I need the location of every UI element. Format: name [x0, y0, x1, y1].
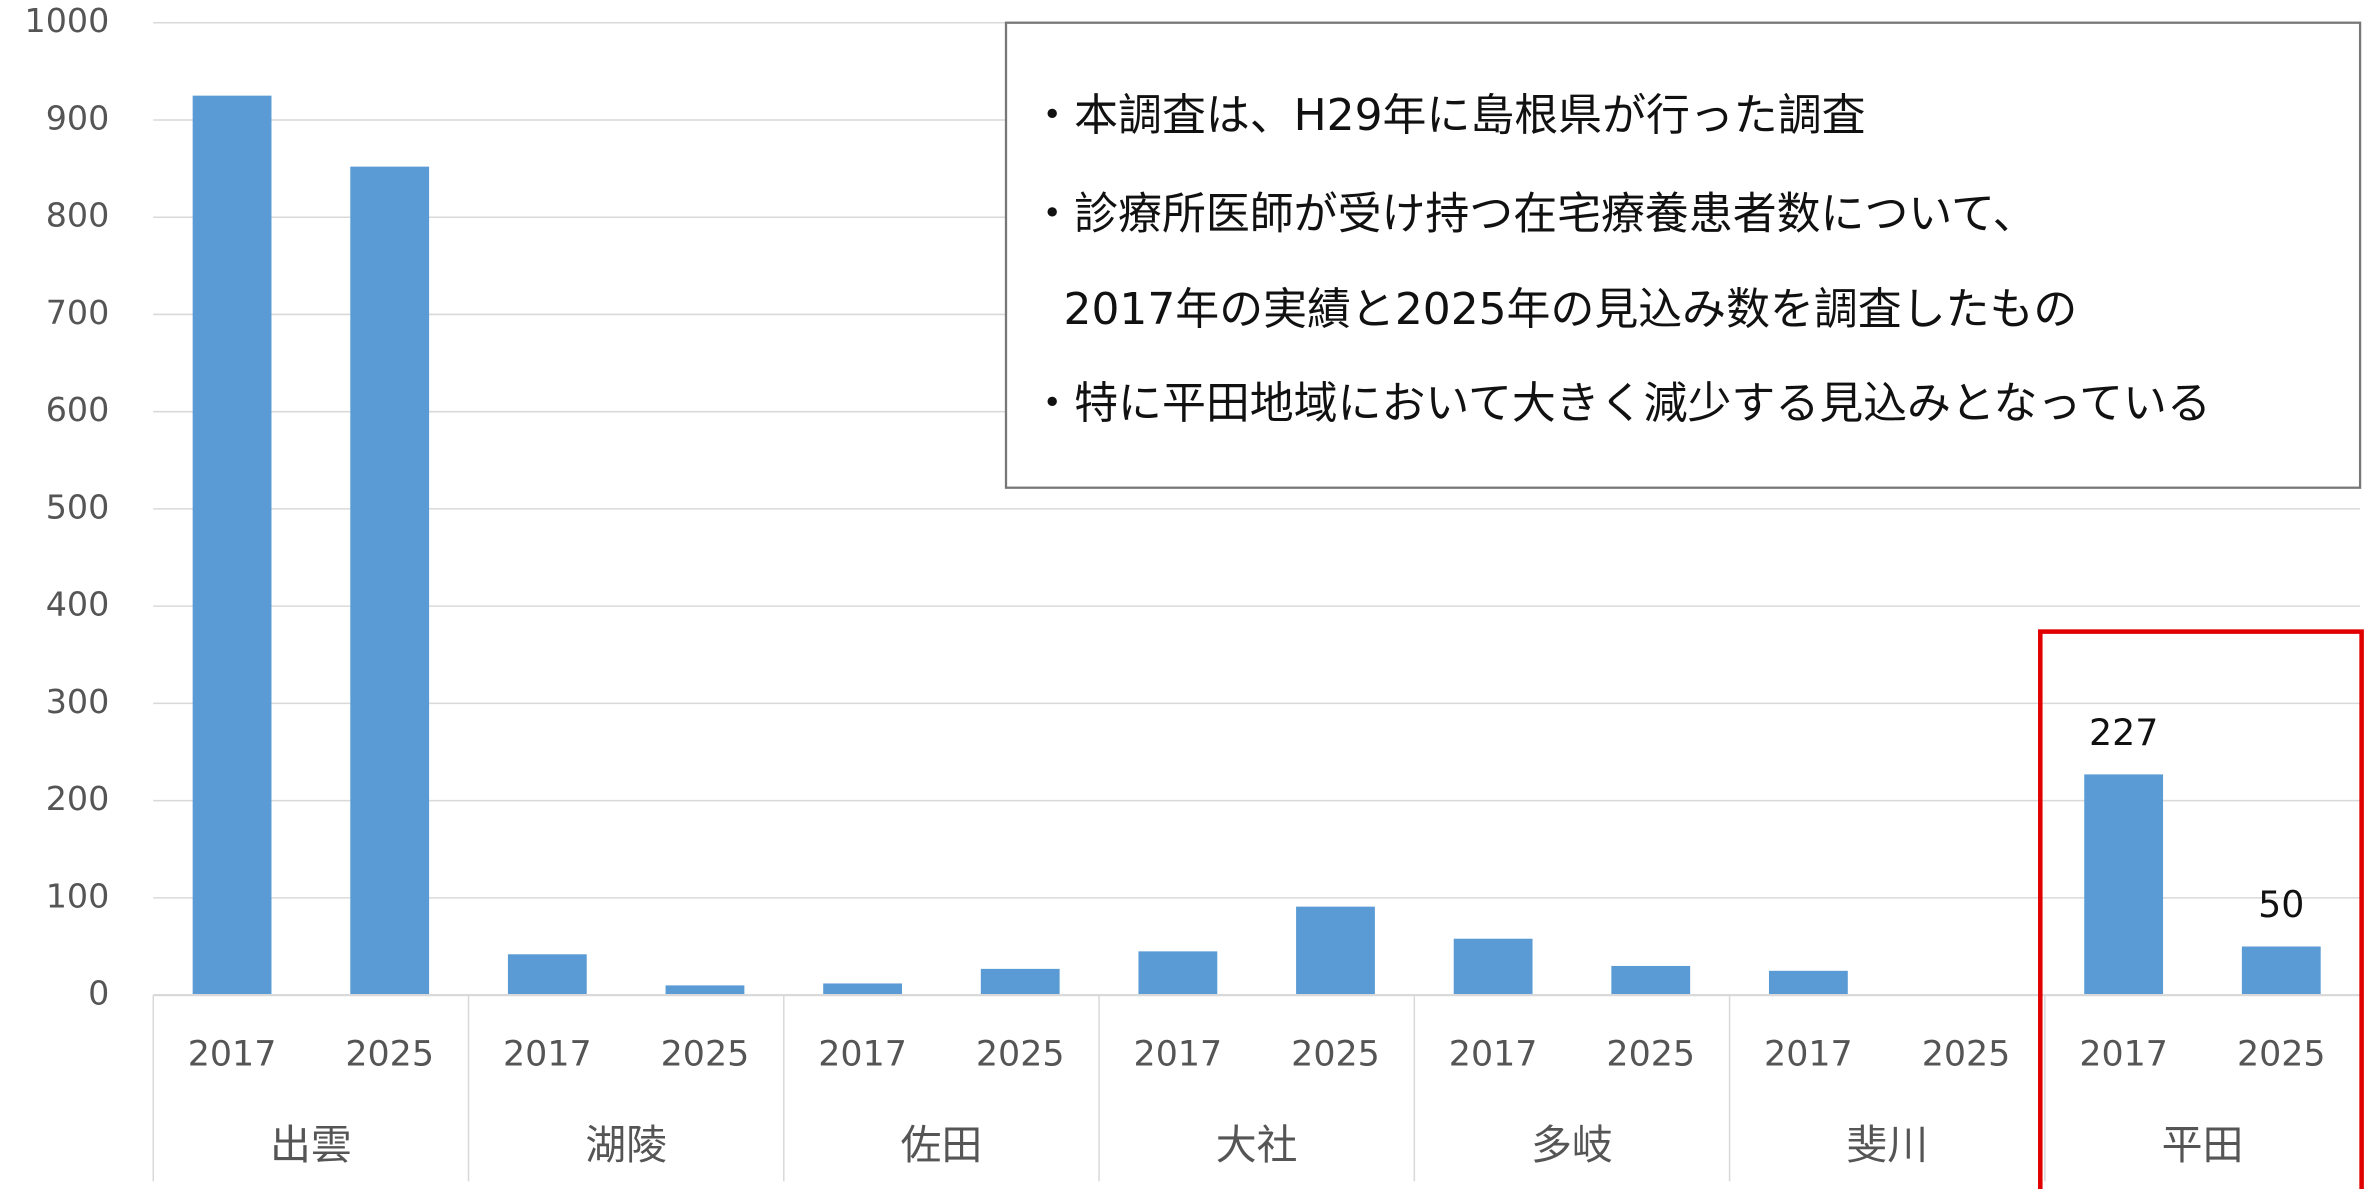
- x-tick-label: 2025: [2237, 1035, 2326, 1075]
- annotation: ・診療所医師が受け持つ在宅療養患者数について、: [1030, 189, 2036, 240]
- x-tick-label: 2017: [503, 1035, 592, 1075]
- bar: [1296, 906, 1375, 996]
- bar: [2084, 774, 2164, 996]
- group-label: 平田: [2162, 1121, 2244, 1169]
- x-tick-label: 2025: [976, 1035, 1065, 1075]
- x-tick-label: 2025: [661, 1035, 750, 1075]
- group-label: 湖陵: [585, 1121, 667, 1169]
- group-label: 斐川: [1846, 1121, 1928, 1169]
- bar: [823, 983, 903, 996]
- group-label: 大社: [1216, 1121, 1298, 1169]
- x-tick-label: 2025: [1922, 1035, 2011, 1075]
- y-tick-label: 300: [46, 682, 110, 721]
- y-tick-label: 600: [46, 390, 110, 429]
- x-tick-label: 2017: [2079, 1035, 2168, 1075]
- highlight-box: [2038, 629, 2364, 1189]
- group-label: 佐田: [901, 1121, 983, 1169]
- x-tick-label: 2025: [1606, 1035, 1695, 1075]
- y-tick-label: 700: [46, 293, 110, 332]
- bar: [665, 985, 745, 996]
- x-tick-label: 2017: [818, 1035, 907, 1075]
- y-tick-label: 900: [46, 98, 110, 137]
- bar: [1611, 965, 1691, 996]
- group-label: 多岐: [1531, 1121, 1613, 1169]
- y-tick-label: 800: [46, 196, 110, 235]
- y-tick-label: 500: [46, 487, 110, 526]
- bar: [1138, 951, 1218, 996]
- annotation: ・特に平田地域において大きく減少する見込みとなっている: [1030, 378, 2211, 429]
- bar: [2241, 946, 2321, 996]
- annotation-box: [1004, 21, 2362, 489]
- data-label: 227: [2089, 711, 2158, 754]
- data-label: 50: [2258, 883, 2304, 926]
- bar: [350, 166, 430, 996]
- x-tick-label: 2017: [188, 1035, 277, 1075]
- x-tick-label: 2025: [1291, 1035, 1380, 1075]
- bar: [1768, 970, 1848, 996]
- bar: [1453, 938, 1533, 996]
- x-tick-label: 2017: [1134, 1035, 1223, 1075]
- bar: [192, 95, 272, 996]
- annotation: ・本調査は、H29年に島根県が行った調査: [1030, 90, 1865, 141]
- group-label: 出雲: [270, 1121, 352, 1169]
- y-tick-label: 400: [46, 585, 110, 624]
- x-tick-label: 2017: [1764, 1035, 1853, 1075]
- y-tick-label: 0: [88, 974, 109, 1013]
- y-tick-label: 200: [46, 779, 110, 818]
- x-tick-label: 2025: [345, 1035, 434, 1075]
- annotation: 2017年の実績と2025年の見込み数を調査したもの: [1064, 284, 2078, 335]
- y-tick-label: 1000: [25, 1, 110, 40]
- y-tick-label: 100: [46, 876, 110, 915]
- bar: [980, 968, 1060, 996]
- x-tick-label: 2017: [1449, 1035, 1538, 1075]
- bar: [507, 954, 587, 996]
